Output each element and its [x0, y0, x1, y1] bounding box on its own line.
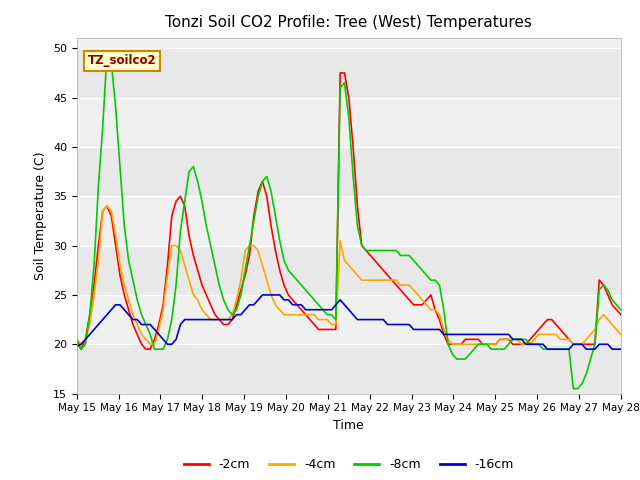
Bar [77, 295, 621, 344]
Bar [77, 196, 621, 246]
X-axis label: Time: Time [333, 419, 364, 432]
Bar [77, 344, 621, 394]
Legend: -2cm, -4cm, -8cm, -16cm: -2cm, -4cm, -8cm, -16cm [179, 453, 519, 476]
Title: Tonzi Soil CO2 Profile: Tree (West) Temperatures: Tonzi Soil CO2 Profile: Tree (West) Temp… [165, 15, 532, 30]
Bar [77, 246, 621, 295]
Y-axis label: Soil Temperature (C): Soil Temperature (C) [35, 152, 47, 280]
Bar [77, 147, 621, 196]
Bar [77, 97, 621, 147]
Bar [77, 48, 621, 97]
Text: TZ_soilco2: TZ_soilco2 [88, 54, 156, 67]
